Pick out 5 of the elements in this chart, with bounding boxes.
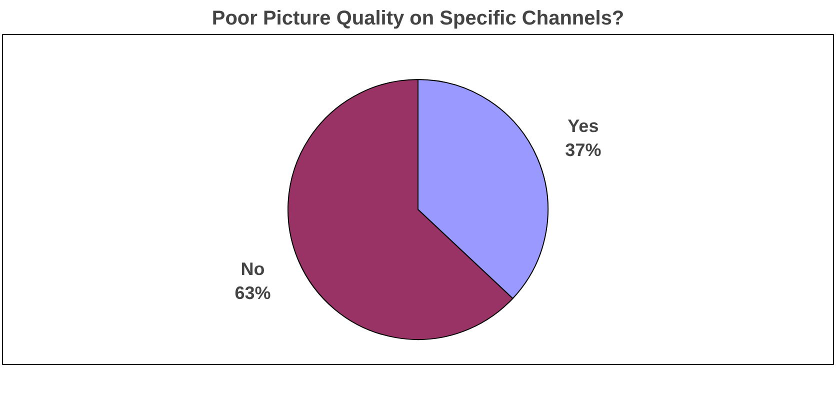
data-label: 63% — [234, 282, 271, 303]
slice-label: Yes — [568, 116, 599, 136]
chart-title: Poor Picture Quality on Specific Channels? — [212, 8, 624, 30]
slice-label: No — [240, 258, 265, 279]
data-label: 37% — [565, 140, 602, 160]
